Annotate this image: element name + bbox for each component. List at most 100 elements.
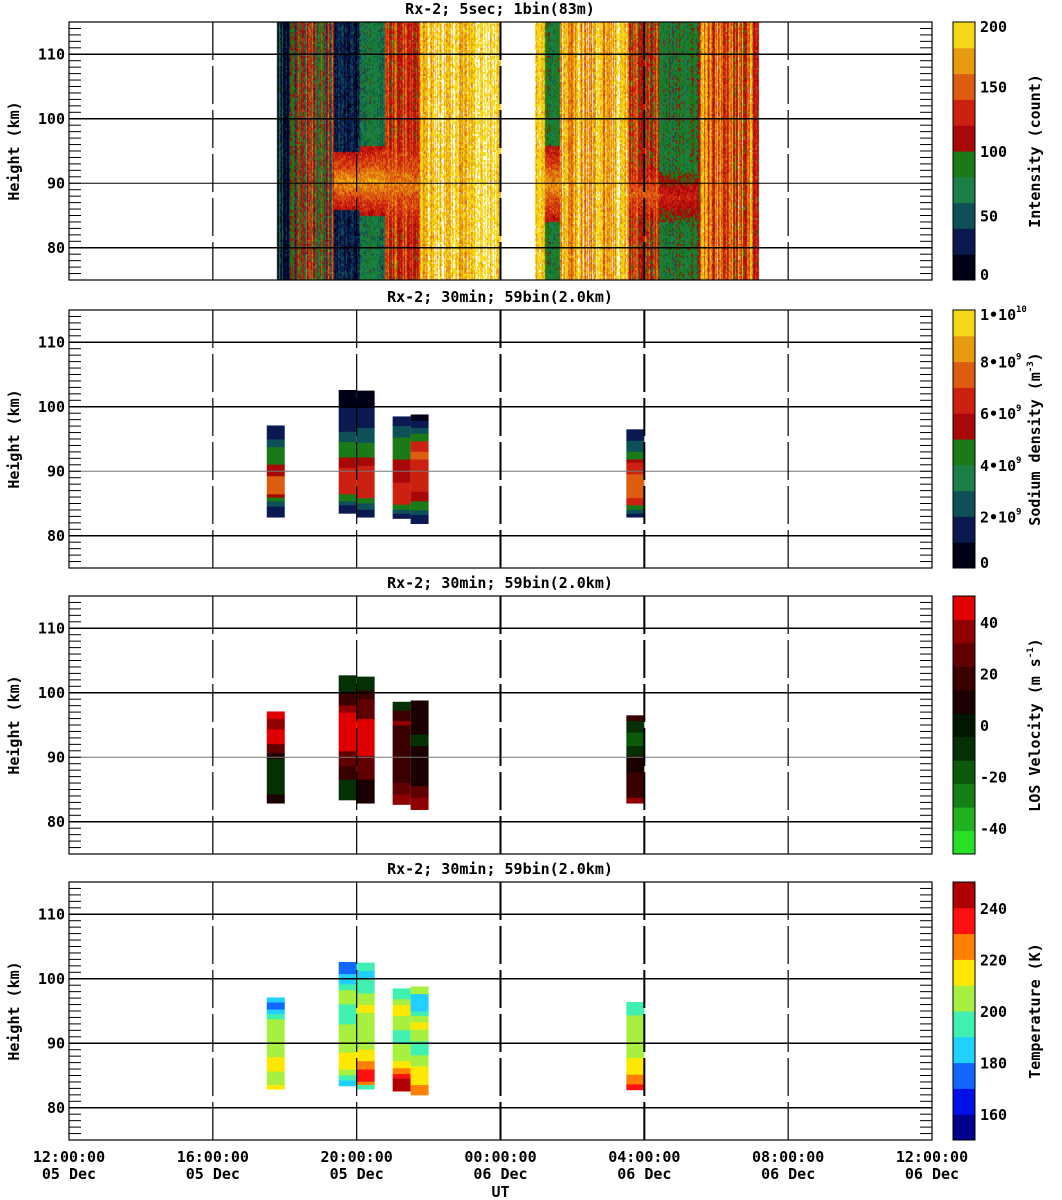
- colorbar-swatch: [953, 959, 975, 986]
- data-cell: [392, 425, 411, 438]
- colorbar-tick-label: 6•10: [980, 405, 1016, 423]
- data-cell: [338, 457, 357, 468]
- colorbar-tick-label: 180: [980, 1055, 1007, 1073]
- colorbar-swatch: [953, 596, 975, 620]
- data-cell: [626, 772, 645, 798]
- data-cell: [626, 497, 645, 506]
- colorbar-swatch: [953, 490, 975, 517]
- colorbar-tick-label: 240: [980, 900, 1007, 918]
- x-tick-time: 04:00:00: [608, 1148, 680, 1166]
- data-cell: [410, 1011, 429, 1017]
- data-cell: [356, 465, 375, 499]
- colorbar-label: Intensity (count): [1026, 74, 1044, 228]
- colorbar-swatch: [953, 202, 975, 229]
- colorbar-swatch: [953, 689, 975, 714]
- colorbar-label: Temperature (K): [1026, 943, 1044, 1078]
- y-tick-label: 90: [47, 748, 65, 766]
- colorbar-swatch: [953, 464, 975, 492]
- data-cell: [626, 1014, 645, 1058]
- colorbar-label: LOS Velocity (m s-1): [1026, 638, 1044, 811]
- y-axis-label: Height (km): [5, 101, 23, 200]
- data-cell: [410, 1054, 429, 1067]
- data-cell: [356, 497, 375, 504]
- colorbar-swatch: [953, 542, 975, 569]
- data-cell: [266, 794, 285, 804]
- y-tick-label: 80: [47, 527, 65, 545]
- colorbar-tick-label: 0: [980, 717, 989, 735]
- data-cell: [410, 797, 429, 810]
- colorbar-swatch: [953, 151, 975, 178]
- data-cell: [410, 1040, 429, 1056]
- data-cell: [338, 500, 357, 506]
- data-cell: [392, 1073, 411, 1079]
- raw-intensity-image: [69, 22, 932, 280]
- data-cell: [356, 457, 375, 466]
- colorbar-swatch: [953, 22, 975, 49]
- colorbar-swatch: [953, 1011, 975, 1038]
- x-tick-date: 05 Dec: [330, 1165, 384, 1183]
- data-cell: [266, 439, 285, 448]
- data-cell: [356, 992, 375, 1006]
- data-cell: [356, 1081, 375, 1086]
- data-cell: [356, 1069, 375, 1082]
- data-cell: [410, 509, 429, 515]
- y-tick-label: 80: [47, 239, 65, 257]
- y-tick-label: 100: [38, 398, 65, 416]
- colorbar-swatch: [953, 516, 975, 543]
- data-cell: [626, 797, 645, 804]
- data-cell: [392, 1029, 411, 1044]
- panel-2-columns: [266, 389, 645, 524]
- data-cell: [392, 1060, 411, 1069]
- y-tick-label: 90: [47, 462, 65, 480]
- y-tick-label: 110: [38, 333, 65, 351]
- data-cell: [356, 442, 375, 458]
- data-cell: [338, 983, 357, 991]
- x-tick-time: 16:00:00: [177, 1148, 249, 1166]
- data-cell: [392, 782, 411, 795]
- data-cell: [338, 1003, 357, 1025]
- panel-title: Rx-2; 5sec; 1bin(83m): [405, 0, 595, 18]
- y-tick-label: 100: [38, 110, 65, 128]
- colorbar-tick-label: 1•10: [980, 306, 1016, 324]
- data-cell: [266, 493, 285, 498]
- data-cell: [356, 779, 375, 804]
- colorbar-tick-exponent: 10: [1016, 305, 1027, 315]
- data-cell: [338, 1074, 357, 1081]
- data-cell: [338, 493, 357, 502]
- colorbar-label-text: Intensity (count): [1026, 74, 1044, 228]
- colorbar-swatch: [953, 882, 975, 909]
- data-cell: [626, 1083, 645, 1091]
- colorbar-tick-label: 8•10: [980, 354, 1016, 372]
- data-cell: [266, 728, 285, 745]
- x-tick-date: 06 Dec: [761, 1165, 815, 1183]
- colorbar-tick-label: 2•10: [980, 508, 1016, 526]
- panel-title: Rx-2; 30min; 59bin(2.0km): [387, 860, 613, 878]
- data-cell: [410, 500, 429, 511]
- x-tick-date: 06 Dec: [617, 1165, 671, 1183]
- colorbar-tick-label: 0: [980, 554, 989, 572]
- y-tick-label: 90: [47, 1034, 65, 1052]
- y-tick-label: 100: [38, 684, 65, 702]
- colorbar-tick-exponent: 9: [1016, 404, 1021, 414]
- data-cell: [266, 425, 285, 440]
- data-cell: [626, 1001, 645, 1016]
- data-cell: [410, 427, 429, 434]
- data-cell: [392, 988, 411, 1000]
- data-cell: [338, 692, 357, 706]
- panel-1: 80 90 100 110 Height (km) Rx-2; 5sec; 1bin(83…: [5, 0, 933, 281]
- colorbar-swatch: [953, 1036, 975, 1064]
- data-cell: [626, 1057, 645, 1075]
- colorbar-frame: [952, 595, 976, 855]
- colorbar-label-sup: -3: [1026, 361, 1036, 372]
- colorbar-swatch: [953, 933, 975, 960]
- data-cell: [338, 389, 357, 408]
- data-cell: [266, 1056, 285, 1072]
- data-cell: [392, 504, 411, 510]
- panel-title: Rx-2; 30min; 59bin(2.0km): [387, 288, 613, 306]
- data-cell: [338, 1080, 357, 1087]
- data-cell: [626, 473, 645, 499]
- data-cell: [392, 509, 411, 514]
- data-cell: [392, 482, 411, 505]
- data-cell: [392, 725, 411, 783]
- colorbar-tick-label: 200: [980, 1003, 1007, 1021]
